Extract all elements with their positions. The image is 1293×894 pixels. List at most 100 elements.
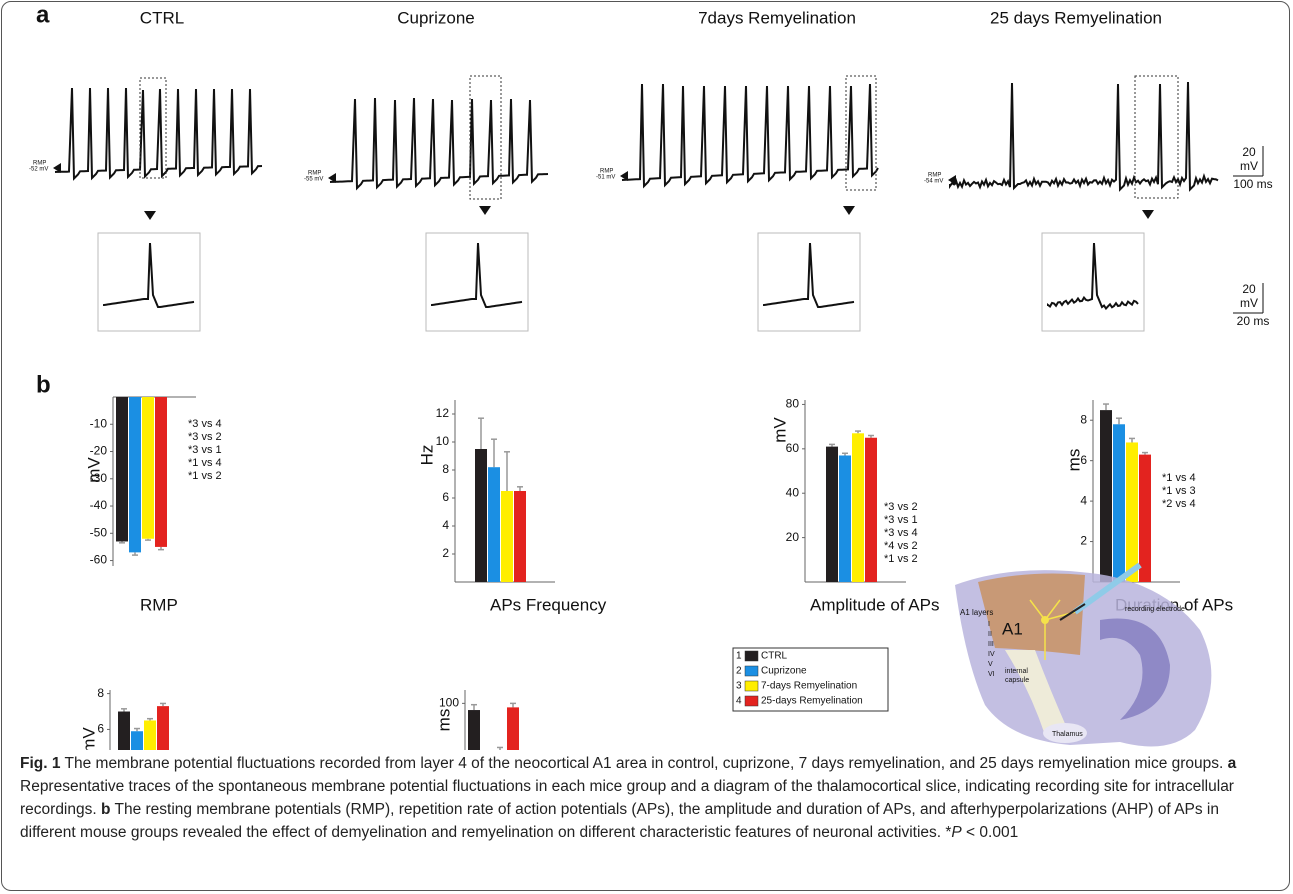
bar bbox=[501, 491, 513, 582]
y-tick-label: 8 bbox=[442, 462, 449, 476]
electrode-label: recording electrode bbox=[1125, 606, 1185, 613]
legend-label: Cuprizone bbox=[761, 666, 807, 677]
diagram-label: A1 layers bbox=[960, 608, 993, 617]
capsule-label: capsule bbox=[1005, 677, 1029, 684]
rmp-value: -51 mV bbox=[596, 175, 615, 181]
bar bbox=[865, 437, 877, 582]
y-tick-label: 8 bbox=[97, 686, 104, 700]
significance-note: *3 vs 4 bbox=[188, 418, 222, 430]
cortex-a1 bbox=[978, 573, 1085, 655]
layer-label: V bbox=[988, 661, 993, 668]
voltage-trace bbox=[621, 83, 879, 189]
bar bbox=[507, 707, 519, 750]
legend-number: 3 bbox=[736, 681, 742, 692]
bar bbox=[1113, 424, 1125, 582]
neuron-soma bbox=[1041, 616, 1049, 624]
bar bbox=[118, 711, 130, 750]
y-axis-label: mV bbox=[84, 457, 103, 483]
legend-number: 2 bbox=[736, 666, 742, 677]
rmp-arrow bbox=[328, 173, 336, 183]
inset-box bbox=[97, 232, 201, 332]
y-tick-label: -40 bbox=[90, 498, 108, 512]
y-tick-label: 8 bbox=[1080, 412, 1087, 426]
y-tick-label: 12 bbox=[436, 406, 450, 420]
significance-note: *2 vs 4 bbox=[1162, 498, 1196, 510]
bar bbox=[488, 467, 500, 582]
legend-swatch bbox=[744, 650, 759, 662]
y-axis-label: ms bbox=[434, 709, 453, 732]
voltage-trace bbox=[54, 87, 263, 181]
bar bbox=[1139, 454, 1151, 582]
y-tick-label: -60 bbox=[90, 553, 108, 567]
panel-label: a bbox=[36, 1, 50, 28]
inset-trace bbox=[763, 242, 855, 308]
bar bbox=[1126, 442, 1138, 582]
legend-label: CTRL bbox=[761, 651, 788, 662]
significance-note: *1 vs 4 bbox=[188, 457, 222, 469]
inset-trace bbox=[103, 242, 195, 308]
y-tick-label: -30 bbox=[90, 471, 108, 485]
y-tick-label: -50 bbox=[90, 525, 108, 539]
group-title: Cuprizone bbox=[397, 8, 475, 27]
caption-text: Representative traces of the spontaneous… bbox=[20, 778, 1234, 818]
bar bbox=[839, 455, 851, 582]
layer-label: IV bbox=[988, 651, 995, 658]
capsule-tract bbox=[1005, 650, 1070, 735]
chart-title: RMP bbox=[140, 595, 178, 614]
rmp-value: -52 mV bbox=[29, 167, 48, 173]
panel-label: b bbox=[36, 371, 51, 398]
significance-note: *4 vs 2 bbox=[884, 540, 918, 552]
inset-trace bbox=[1047, 242, 1139, 311]
y-axis-label: mV bbox=[79, 727, 98, 750]
chart-title: APs Frequency bbox=[490, 595, 607, 614]
legend-box bbox=[732, 647, 889, 712]
inset-box bbox=[1041, 232, 1145, 332]
rmp-arrow bbox=[53, 163, 61, 173]
y-tick-label: 20 bbox=[786, 530, 800, 544]
rmp-label: RMP bbox=[308, 171, 321, 177]
legend-number: 4 bbox=[736, 696, 742, 707]
voltage-trace bbox=[949, 81, 1219, 192]
voltage-trace bbox=[329, 97, 549, 191]
thalamus-label: Thalamus bbox=[1052, 731, 1083, 738]
arrowhead bbox=[479, 206, 491, 215]
y-tick-label: 6 bbox=[97, 722, 104, 736]
layer-label: II bbox=[988, 631, 992, 638]
rmp-value: -54 mV bbox=[924, 179, 943, 185]
y-axis-label: ms bbox=[1064, 449, 1083, 472]
bar bbox=[475, 449, 487, 582]
significance-note: *1 vs 4 bbox=[1162, 472, 1196, 484]
legend-swatch bbox=[744, 695, 759, 707]
bar bbox=[852, 433, 864, 582]
rmp-label: RMP bbox=[928, 173, 941, 179]
bar bbox=[1100, 410, 1112, 582]
legend-label: 7-days Remyelination bbox=[761, 681, 857, 692]
scale-unit: mV bbox=[1240, 159, 1258, 173]
caption-text: P bbox=[951, 824, 962, 841]
neuron bbox=[1029, 599, 1076, 660]
rmp-arrow bbox=[620, 171, 628, 181]
y-tick-label: 40 bbox=[786, 485, 800, 499]
scale-time: 20 ms bbox=[1237, 314, 1270, 328]
y-tick-label: -10 bbox=[90, 416, 108, 430]
bar bbox=[468, 710, 480, 750]
caption-text: b bbox=[100, 801, 111, 818]
group-title: CTRL bbox=[140, 8, 184, 27]
bar bbox=[142, 397, 154, 539]
y-tick-label: 6 bbox=[442, 490, 449, 504]
layer-label: III bbox=[988, 641, 994, 648]
zoom-box bbox=[1134, 75, 1179, 199]
bar bbox=[131, 731, 143, 750]
group-title: 7days Remyelination bbox=[698, 8, 856, 27]
scale-amplitude: 20 bbox=[1242, 145, 1256, 159]
bar bbox=[155, 397, 167, 547]
caption-text: < 0.001 bbox=[961, 824, 1019, 841]
inset-box bbox=[757, 232, 861, 332]
significance-note: *1 vs 3 bbox=[1162, 485, 1196, 497]
y-tick-label: -20 bbox=[90, 444, 108, 458]
caption-text: Fig. 1 bbox=[20, 755, 61, 772]
caption-text: The membrane potential fluctuations reco… bbox=[60, 755, 1228, 772]
electrode-tip bbox=[1059, 603, 1086, 621]
